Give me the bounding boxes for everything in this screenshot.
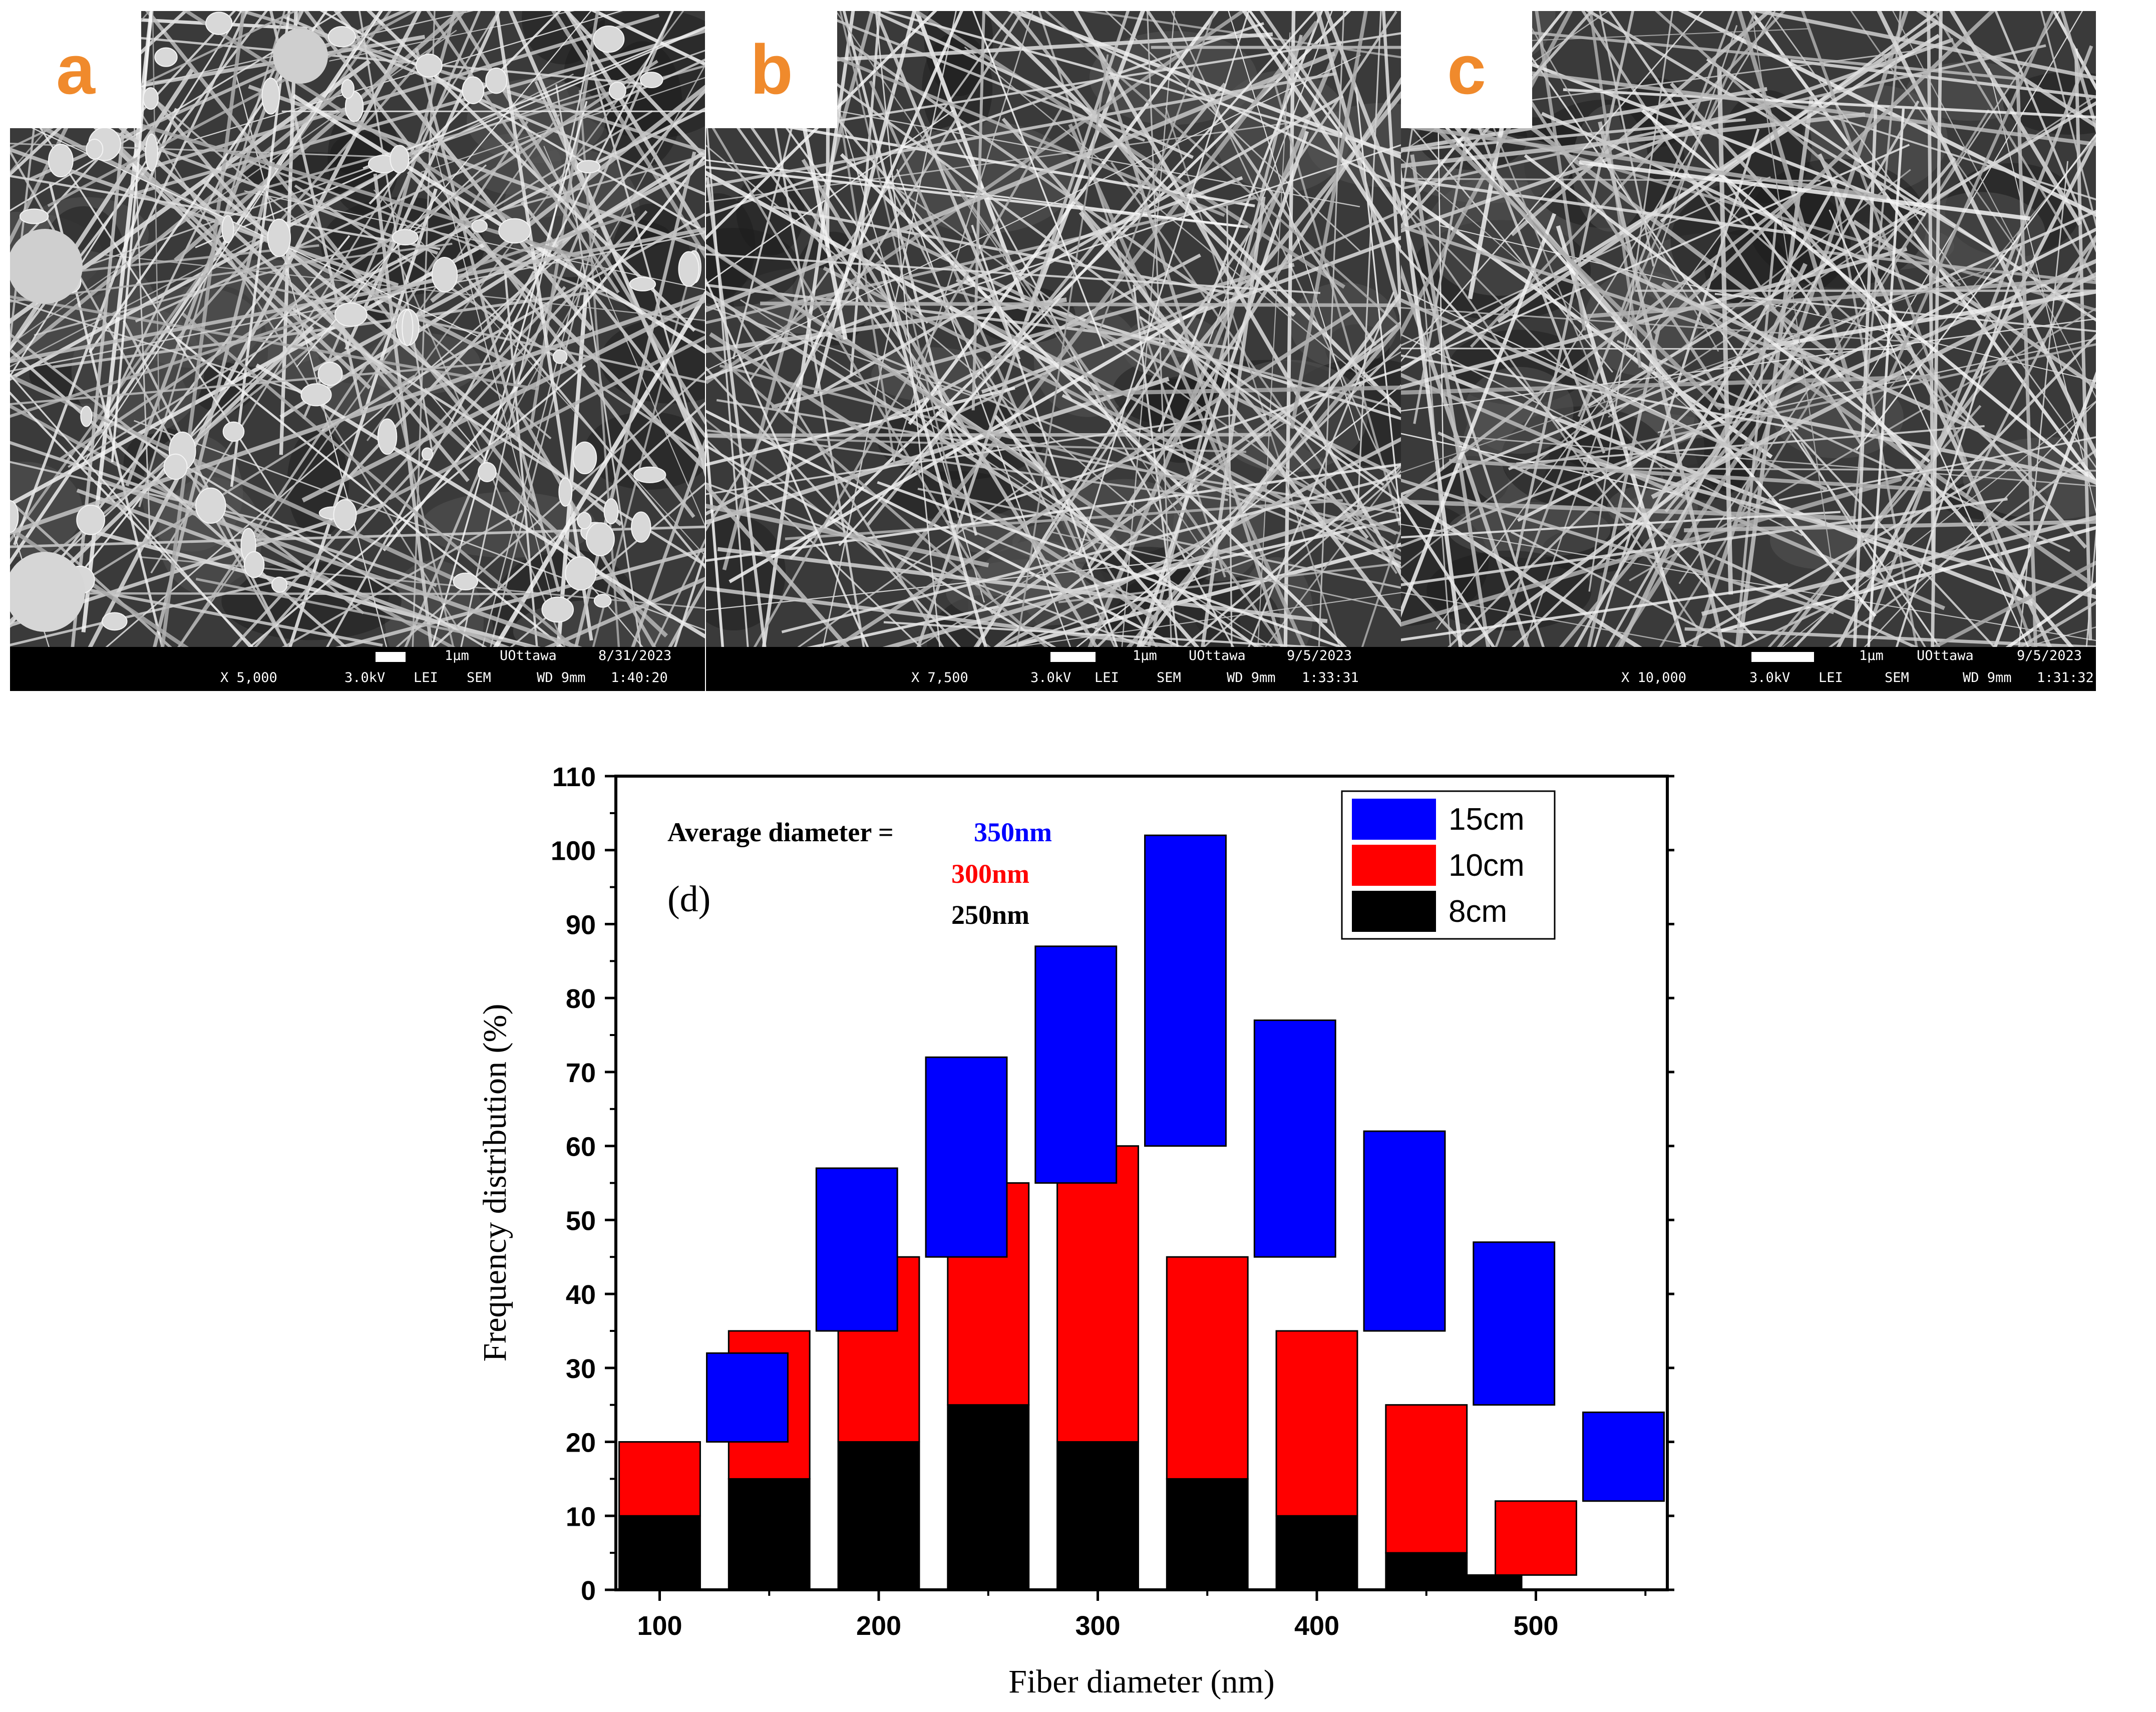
bar-8cm-475 [1440, 1574, 1523, 1591]
average-diameter-10cm: 300nm [951, 859, 1029, 889]
bar-15cm-390 [1253, 1019, 1336, 1258]
sem-image-b [706, 11, 1401, 647]
x-tick-label: 200 [856, 1611, 901, 1641]
bar-15cm-140 [706, 1352, 789, 1443]
scale-bar [1050, 652, 1096, 662]
bar-15cm-540 [1582, 1411, 1665, 1502]
legend-swatch-8cm [1352, 891, 1436, 932]
panel-label-a: a [10, 11, 141, 128]
average-diameter-label: Average diameter = [667, 817, 894, 847]
y-tick-label: 70 [566, 1058, 596, 1088]
x-tick-label: 500 [1513, 1611, 1558, 1641]
legend-swatch-10cm [1352, 845, 1436, 886]
y-tick-label: 80 [566, 984, 596, 1014]
average-diameter-8cm: 250nm [951, 900, 1029, 930]
y-tick-label: 50 [566, 1206, 596, 1236]
bar-10cm-350 [1166, 1256, 1249, 1480]
legend-label-15cm: 15cm [1449, 802, 1525, 837]
bar-15cm-440 [1363, 1130, 1446, 1332]
sem-panel-b: b 1μm UOttawa 9/5/2023 X 7,500 3.0kV LEI… [706, 11, 1401, 691]
average-diameter-15cm: 350nm [974, 817, 1052, 847]
legend-swatch-15cm [1352, 799, 1436, 840]
bar-8cm-250 [947, 1404, 1030, 1591]
scale-bar [376, 652, 406, 662]
bar-8cm-150 [728, 1478, 811, 1591]
sem-info-bar-b: 1μm UOttawa 9/5/2023 X 7,500 3.0kV LEI S… [706, 647, 1401, 691]
bar-8cm-400 [1275, 1515, 1358, 1591]
panel-label-c: c [1401, 11, 1532, 128]
sem-image-a [10, 11, 705, 647]
legend-label-8cm: 8cm [1449, 894, 1507, 929]
bar-10cm-400 [1275, 1330, 1358, 1517]
x-axis-label: Fiber diameter (nm) [1008, 1663, 1274, 1700]
bar-10cm-500 [1495, 1500, 1577, 1576]
y-tick-label: 10 [566, 1502, 596, 1532]
y-tick-label: 110 [552, 762, 596, 792]
y-tick-label: 60 [566, 1132, 596, 1162]
sem-panel-a: a 1μm UOttawa 8/31/2023 X 5,000 3.0kV LE… [10, 11, 705, 691]
bar-15cm-190 [815, 1167, 898, 1332]
bar-10cm-100 [618, 1441, 701, 1517]
y-tick-label: 40 [566, 1280, 596, 1310]
fiber-diameter-chart: 0 10 20 30 40 50 60 70 80 90 100 110 100 200 300 400 500… [477, 762, 1674, 1700]
y-tick-label: 20 [566, 1428, 596, 1458]
bar-15cm-340 [1144, 834, 1227, 1147]
sem-panel-c: c 1μm UOttawa 9/5/2023 X 10,000 3.0kV LE… [1401, 11, 2096, 691]
scale-bar [1751, 652, 1814, 662]
legend-label-10cm: 10cm [1449, 848, 1525, 883]
x-tick-label: 400 [1294, 1611, 1339, 1641]
bar-8cm-100 [618, 1515, 701, 1591]
sem-info-bar-a: 1μm UOttawa 8/31/2023 X 5,000 3.0kV LEI … [10, 647, 705, 691]
sem-info-bar-c: 1μm UOttawa 9/5/2023 X 10,000 3.0kV LEI … [1401, 647, 2096, 691]
y-axis-label: Frequency distribution (%) [477, 1004, 513, 1362]
y-tick-label: 0 [581, 1576, 596, 1606]
x-tick-label: 100 [637, 1611, 682, 1641]
bar-8cm-300 [1056, 1441, 1139, 1591]
y-tick-label: 90 [566, 910, 596, 940]
y-tick-label: 30 [566, 1354, 596, 1384]
bar-10cm-300 [1056, 1145, 1139, 1443]
y-tick-label: 100 [551, 836, 596, 866]
bar-8cm-200 [837, 1441, 920, 1591]
bar-15cm-490 [1473, 1241, 1556, 1406]
panel-label-d: (d) [667, 879, 710, 920]
bar-15cm-240 [925, 1056, 1008, 1258]
x-tick-label: 300 [1075, 1611, 1120, 1641]
panel-label-b: b [706, 11, 837, 128]
bar-8cm-350 [1166, 1478, 1249, 1591]
bar-10cm-450 [1385, 1404, 1468, 1554]
bar-15cm-290 [1034, 945, 1118, 1184]
legend: 15cm 10cm 8cm [1341, 790, 1556, 940]
